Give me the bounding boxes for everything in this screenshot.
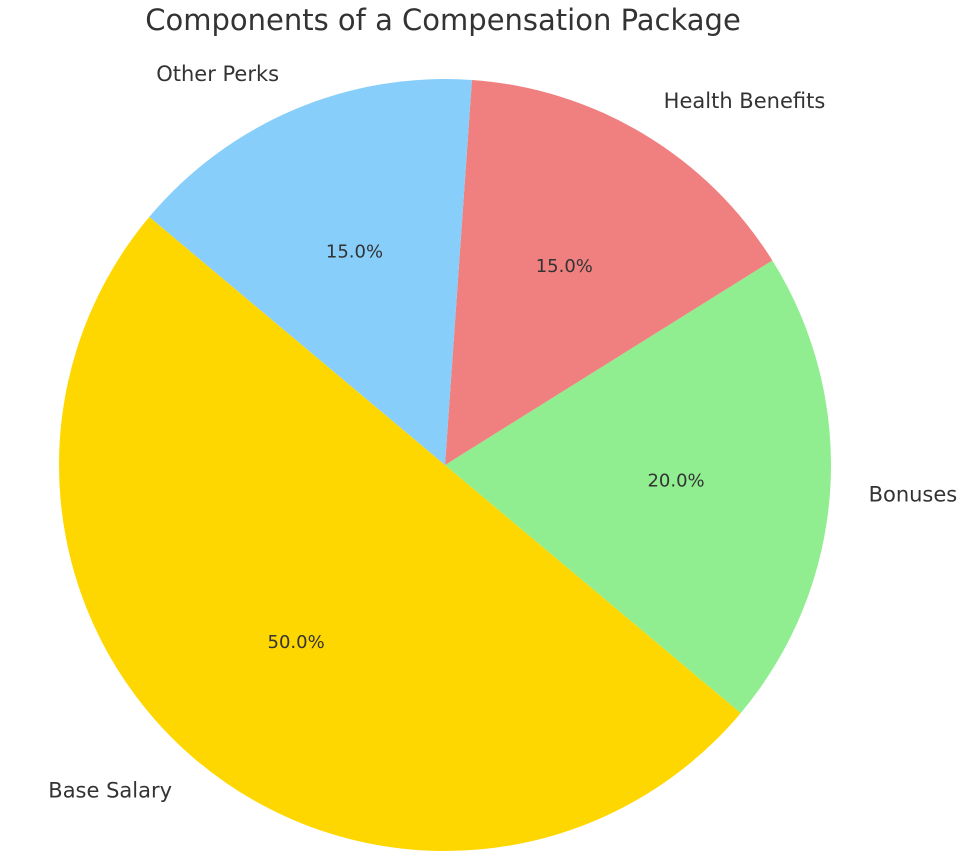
percent-label-bonuses: 20.0%	[647, 471, 704, 492]
slice-label-health-benefits: Health Benefits	[664, 89, 826, 113]
slice-label-base-salary: Base Salary	[48, 778, 172, 802]
pie-slices	[58, 78, 831, 852]
chart-title: Components of a Compensation Package	[145, 3, 741, 37]
pie-slice-health-benefits	[445, 79, 773, 465]
percent-label-health-benefits: 15.0%	[536, 256, 593, 277]
percent-label-other-perks: 15.0%	[326, 241, 383, 262]
slice-label-bonuses: Bonuses	[869, 483, 958, 507]
pie-slice-base-salary	[58, 216, 741, 852]
pie-slice-bonuses	[445, 260, 831, 714]
percent-label-base-salary: 50.0%	[268, 632, 325, 653]
slice-label-other-perks: Other Perks	[156, 62, 279, 86]
pie-slice-other-perks	[149, 78, 472, 465]
pie-labels: Base Salary 50.0% Bonuses 20.0% Health Benef…	[48, 62, 957, 802]
